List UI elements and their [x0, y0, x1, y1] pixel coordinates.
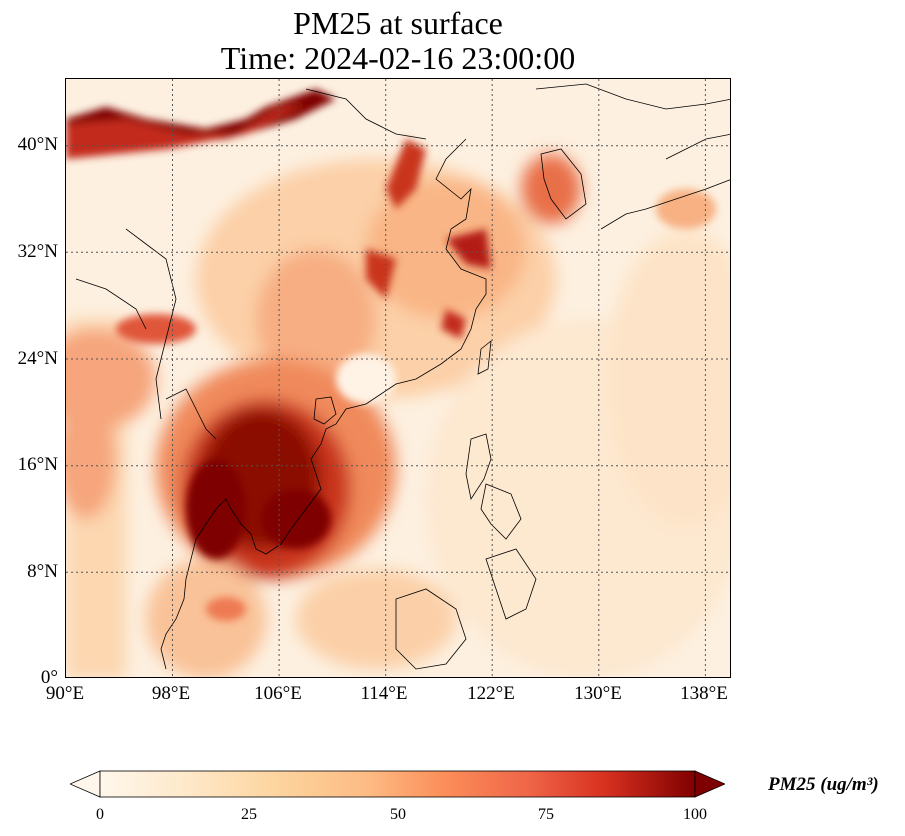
lon-tick-106E: 106°E: [254, 683, 302, 704]
lon-tick-138E: 138°E: [680, 683, 728, 704]
colorbar-tick-0: 0: [96, 806, 104, 823]
lat-tick-16N: 16°N: [17, 454, 58, 475]
colorbar-max-extend: [694, 770, 725, 798]
colorbar-label: PM25 (ug/m³): [768, 774, 879, 795]
map-panel[interactable]: [65, 78, 731, 678]
lon-tick-114E: 114°E: [360, 683, 408, 704]
coastlines: [75, 83, 730, 670]
colorbar-tick-75: 75: [538, 806, 554, 823]
colorbar-tick-25: 25: [241, 806, 257, 823]
lon-tick-130E: 130°E: [574, 683, 622, 704]
lat-tick-32N: 32°N: [17, 241, 58, 262]
pm25-map: [66, 79, 730, 677]
colorbar: [70, 770, 725, 798]
map-title-line1: PM25 at surface: [293, 5, 503, 41]
colorbar-tick-50: 50: [390, 806, 406, 823]
map-title-line2: Time: 2024-02-16 23:00:00: [220, 40, 576, 76]
colorbar-min-extend: [70, 770, 101, 798]
lat-tick-40N: 40°N: [17, 134, 58, 155]
lon-tick-90E: 90°E: [45, 683, 85, 704]
lon-tick-98E: 98°E: [151, 683, 191, 704]
lat-tick-8N: 8°N: [27, 561, 58, 582]
lat-tick-0: 0°: [40, 667, 58, 688]
lat-tick-24N: 24°N: [17, 348, 58, 369]
lon-tick-122E: 122°E: [467, 683, 515, 704]
gridlines: [66, 79, 730, 677]
colorbar-tick-100: 100: [683, 806, 707, 823]
colorbar-gradient: [99, 770, 696, 798]
